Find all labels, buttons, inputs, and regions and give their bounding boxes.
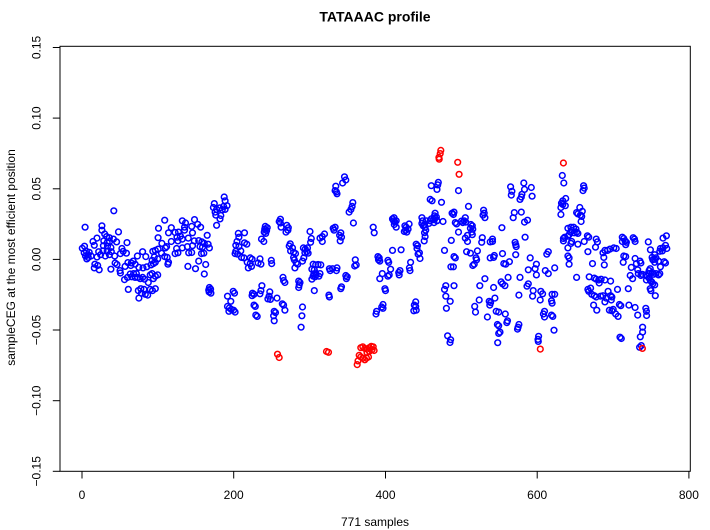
svg-text:0.00: 0.00 <box>30 247 44 271</box>
svg-text:0.10: 0.10 <box>30 106 44 130</box>
svg-text:TATAAAC profile: TATAAAC profile <box>319 9 430 25</box>
svg-text:400: 400 <box>375 488 395 502</box>
svg-text:−0.10: −0.10 <box>30 385 44 416</box>
svg-text:0.05: 0.05 <box>30 177 44 201</box>
svg-text:200: 200 <box>224 488 244 502</box>
svg-text:600: 600 <box>527 488 547 502</box>
svg-text:771 samples: 771 samples <box>341 515 409 529</box>
svg-text:−0.05: −0.05 <box>30 314 44 345</box>
svg-text:0.15: 0.15 <box>30 35 44 59</box>
svg-text:0: 0 <box>79 488 86 502</box>
svg-text:−0.15: −0.15 <box>30 456 44 487</box>
svg-text:sampleCEG at the most efficien: sampleCEG at the most efficient position <box>4 149 18 366</box>
svg-text:800: 800 <box>679 488 699 502</box>
